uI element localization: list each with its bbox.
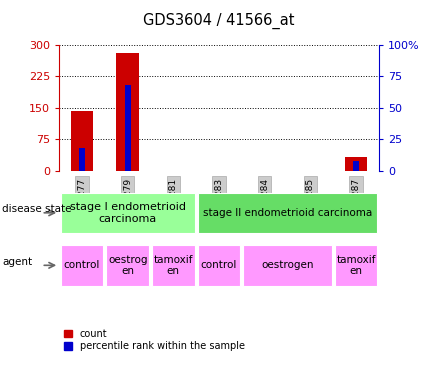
Bar (106, 245, 149, 286)
Bar (353, 160, 359, 171)
Text: control: control (64, 260, 100, 270)
Bar (79, 148, 85, 171)
Text: tamoxif
en: tamoxif en (154, 255, 193, 276)
Text: agent: agent (2, 256, 32, 267)
Bar (125, 85, 131, 171)
Bar (198, 245, 240, 286)
Text: oestrog
en: oestrog en (108, 255, 148, 276)
Bar (335, 245, 378, 286)
Bar (345, 157, 367, 171)
Bar (71, 111, 93, 171)
Legend: count, percentile rank within the sample: count, percentile rank within the sample (64, 329, 244, 351)
Text: disease state: disease state (2, 204, 72, 214)
Bar (152, 245, 195, 286)
Bar (116, 53, 139, 171)
Text: stage I endometrioid
carcinoma: stage I endometrioid carcinoma (70, 202, 186, 223)
Bar (243, 245, 332, 286)
Text: oestrogen: oestrogen (261, 260, 314, 270)
Bar (60, 245, 103, 286)
Text: control: control (201, 260, 237, 270)
Text: tamoxif
en: tamoxif en (336, 255, 376, 276)
Text: stage II endometrioid carcinoma: stage II endometrioid carcinoma (203, 208, 372, 218)
Bar (60, 192, 195, 233)
Bar (198, 192, 378, 233)
Text: GDS3604 / 41566_at: GDS3604 / 41566_at (143, 12, 295, 29)
